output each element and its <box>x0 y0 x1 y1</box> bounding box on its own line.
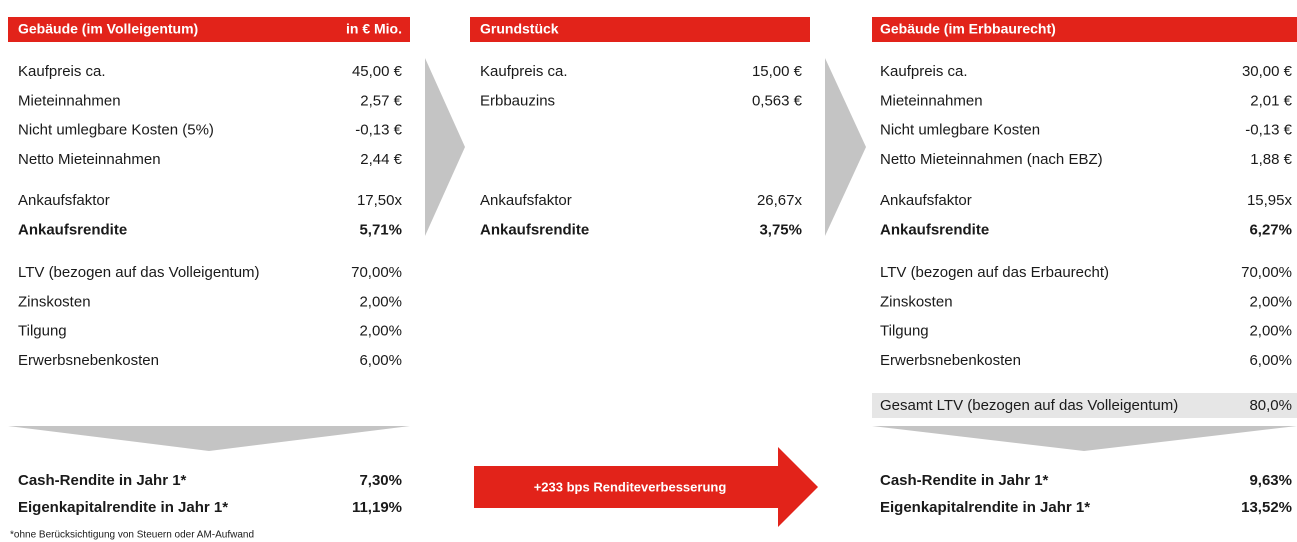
row-value: 26,67x <box>757 192 803 209</box>
row-value: 2,57 € <box>360 92 402 109</box>
row-value: 2,00% <box>1249 293 1292 310</box>
row-label: Kaufpreis ca. <box>18 63 106 80</box>
row-label: Erbbauzins <box>480 92 555 109</box>
panel-title: Grundstück <box>480 21 559 37</box>
row-value: 6,27% <box>1249 221 1292 238</box>
header-bar <box>8 17 410 42</box>
total-label: Cash-Rendite in Jahr 1* <box>18 472 187 489</box>
row-value: 15,00 € <box>752 63 803 80</box>
row-label: Zinskosten <box>18 293 91 310</box>
row-value: 45,00 € <box>352 63 403 80</box>
header-bar <box>872 17 1297 42</box>
row-label: Kaufpreis ca. <box>480 63 568 80</box>
row-label: Tilgung <box>880 323 929 340</box>
row-label: Erwerbsnebenkosten <box>880 352 1021 369</box>
row-label: Ankaufsrendite <box>880 221 989 238</box>
summary-value: 80,0% <box>1249 397 1292 414</box>
header-bar <box>470 17 810 42</box>
row-value: -0,13 € <box>355 122 402 139</box>
chevron-right <box>825 58 866 236</box>
row-label: Mieteinnahmen <box>880 92 983 109</box>
row-value: 70,00% <box>351 264 402 281</box>
total-label: Cash-Rendite in Jahr 1* <box>880 472 1049 489</box>
panel-title: Gebäude (im Erbbaurecht) <box>880 21 1056 37</box>
total-value: 13,52% <box>1241 499 1292 516</box>
row-value: 2,01 € <box>1250 92 1292 109</box>
row-label: Tilgung <box>18 323 67 340</box>
summary-background <box>872 393 1297 418</box>
improvement-arrow <box>474 447 818 527</box>
panel-title: Gebäude (im Volleigentum) <box>18 21 198 37</box>
row-value: 6,00% <box>1249 352 1292 369</box>
row-label: Ankaufsrendite <box>480 221 589 238</box>
row-value: -0,13 € <box>1245 122 1292 139</box>
row-label: Netto Mieteinnahmen (nach EBZ) <box>880 151 1103 168</box>
row-label: LTV (bezogen auf das Volleigentum) <box>18 264 260 281</box>
row-label: Ankaufsfaktor <box>18 192 110 209</box>
row-label: Zinskosten <box>880 293 953 310</box>
row-label: Kaufpreis ca. <box>880 63 968 80</box>
row-label: Nicht umlegbare Kosten <box>880 122 1040 139</box>
total-label: Eigenkapitalrendite in Jahr 1* <box>18 499 228 516</box>
chevron-down <box>872 426 1297 451</box>
row-value: 2,00% <box>359 293 402 310</box>
chevron-down <box>8 426 410 451</box>
row-value: 6,00% <box>359 352 402 369</box>
total-value: 9,63% <box>1249 472 1292 489</box>
row-value: 17,50x <box>357 192 403 209</box>
row-label: Mieteinnahmen <box>18 92 121 109</box>
row-value: 30,00 € <box>1242 63 1293 80</box>
footnote: *ohne Berücksichtigung von Steuern oder … <box>10 530 254 541</box>
chevron-right <box>425 58 465 236</box>
total-label: Eigenkapitalrendite in Jahr 1* <box>880 499 1090 516</box>
row-value: 2,00% <box>359 323 402 340</box>
summary-label: Gesamt LTV (bezogen auf das Volleigentum… <box>880 397 1178 414</box>
row-label: Ankaufsfaktor <box>480 192 572 209</box>
row-value: 3,75% <box>759 221 802 238</box>
row-label: LTV (bezogen auf das Erbaurecht) <box>880 264 1109 281</box>
panel-unit: in € Mio. <box>346 21 402 37</box>
row-value: 0,563 € <box>752 92 803 109</box>
row-value: 5,71% <box>359 221 402 238</box>
row-label: Erwerbsnebenkosten <box>18 352 159 369</box>
row-value: 15,95x <box>1247 192 1293 209</box>
row-label: Netto Mieteinnahmen <box>18 151 161 168</box>
row-value: 2,00% <box>1249 323 1292 340</box>
total-value: 7,30% <box>359 472 402 489</box>
row-value: 1,88 € <box>1250 151 1292 168</box>
arrow-label: +233 bps Renditeverbesserung <box>534 479 727 494</box>
total-value: 11,19% <box>352 499 402 516</box>
row-label: Ankaufsrendite <box>18 221 127 238</box>
row-value: 70,00% <box>1241 264 1292 281</box>
row-label: Nicht umlegbare Kosten (5%) <box>18 122 214 139</box>
row-label: Ankaufsfaktor <box>880 192 972 209</box>
row-value: 2,44 € <box>360 151 402 168</box>
